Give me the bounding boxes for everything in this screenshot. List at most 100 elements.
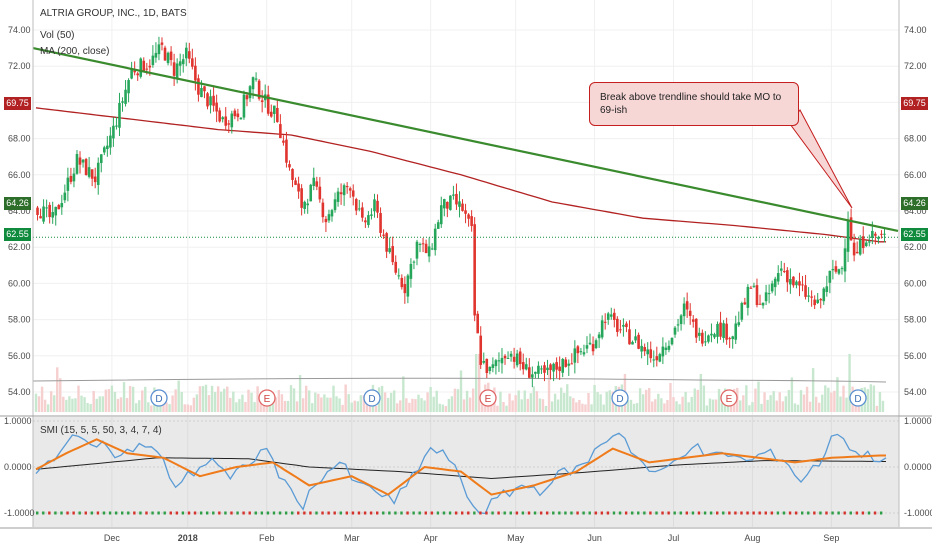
volume-bar <box>347 394 350 412</box>
volume-bar <box>62 396 65 412</box>
candle-body <box>555 362 558 370</box>
volume-bar <box>95 398 98 412</box>
candle-body <box>858 239 862 255</box>
y-tick-left: 72.00 <box>8 61 31 71</box>
volume-bar <box>344 384 347 412</box>
volume-bar <box>56 367 59 412</box>
y-tick-right: 58.00 <box>904 315 927 325</box>
candle-body <box>145 68 149 70</box>
volume-bar <box>223 388 226 412</box>
candle-body <box>133 70 136 73</box>
volume-bar <box>247 389 250 412</box>
volume-bar <box>569 396 572 412</box>
smi-band-dot <box>260 511 264 515</box>
candle-body <box>673 327 677 335</box>
volume-bar <box>517 390 520 412</box>
volume-bar <box>717 389 721 412</box>
candle-body <box>376 200 379 213</box>
candle-body <box>406 275 410 297</box>
candle-body <box>81 159 85 163</box>
candle-body <box>840 268 844 270</box>
smi-band-dot <box>157 511 160 515</box>
volume-bar <box>128 386 132 412</box>
candle-body <box>336 191 340 202</box>
candle-body <box>458 201 461 207</box>
candle-body <box>582 352 586 355</box>
event-marker-label: D <box>616 394 623 405</box>
candle-body <box>679 315 683 325</box>
candle-body <box>843 248 847 272</box>
volume-bar <box>198 386 202 412</box>
x-tick: Aug <box>744 533 760 543</box>
volume-bar <box>235 402 238 412</box>
candle-body <box>106 145 109 150</box>
candle-body <box>585 345 589 349</box>
y-tick-left: 66.00 <box>8 170 31 180</box>
candle-body <box>494 360 498 367</box>
smi-band-dot <box>685 511 689 515</box>
volume-bar <box>678 404 681 412</box>
smi-band-dot <box>558 511 561 515</box>
candle-body <box>643 346 646 352</box>
volume-bar <box>204 384 208 412</box>
volume-bar <box>563 392 566 412</box>
candle-body <box>506 357 510 359</box>
y-tick-right: 62.00 <box>904 242 927 252</box>
volume-bar <box>156 404 159 412</box>
candle-body <box>470 216 473 227</box>
candle-body <box>412 261 416 263</box>
candle-body <box>528 367 531 378</box>
volume-bar <box>311 403 314 412</box>
ma-200-line <box>35 107 886 243</box>
candle-body <box>36 207 39 215</box>
volume-bar <box>101 396 104 412</box>
volume-bar <box>265 405 268 412</box>
candle-body <box>54 206 58 216</box>
volume-bar <box>866 389 869 412</box>
volume-bar <box>805 386 809 412</box>
candle-body <box>452 194 455 196</box>
candle-body <box>160 42 164 45</box>
volume-bar <box>811 368 815 412</box>
candle-body <box>330 210 334 217</box>
volume-bar <box>566 384 569 412</box>
candle-body <box>831 268 835 271</box>
candle-body <box>257 80 261 99</box>
volume-bar <box>471 388 475 412</box>
trendline[interactable] <box>32 47 899 232</box>
candle-body <box>616 318 619 332</box>
smi-tick-left: -1.0000 <box>4 508 35 518</box>
smi-band-dot <box>102 511 106 515</box>
volume-bar <box>696 389 699 412</box>
candle-body <box>166 52 170 64</box>
candle-body <box>449 195 452 210</box>
smi-band-dot <box>266 511 270 515</box>
volume-bar <box>808 401 812 412</box>
candle-body <box>303 201 306 209</box>
smi-band-dot <box>418 511 421 515</box>
ma-200-path <box>35 107 886 243</box>
candle-body <box>485 358 489 374</box>
candle-body <box>537 365 540 374</box>
candle-body <box>880 233 883 235</box>
annotation-callout[interactable]: Break above trendline should take MO to … <box>589 82 799 126</box>
candle-body <box>351 190 355 197</box>
candle-body <box>634 336 637 341</box>
candle-body <box>488 366 492 372</box>
smi-band-dot <box>66 511 69 515</box>
candle-body <box>421 243 425 245</box>
candle-body <box>103 147 106 153</box>
volume-bar <box>83 397 86 412</box>
volume-bar <box>125 398 129 412</box>
smi-band-dot <box>770 511 774 515</box>
smi-band-dot <box>169 511 172 515</box>
smi-band-dot <box>248 511 251 515</box>
candle-body <box>849 217 853 241</box>
candle-body <box>367 215 370 225</box>
candle-body <box>239 117 243 120</box>
volume-bar <box>241 394 244 412</box>
candle-body <box>60 203 64 208</box>
volume-bar <box>799 390 803 412</box>
volume-bar <box>332 385 335 412</box>
